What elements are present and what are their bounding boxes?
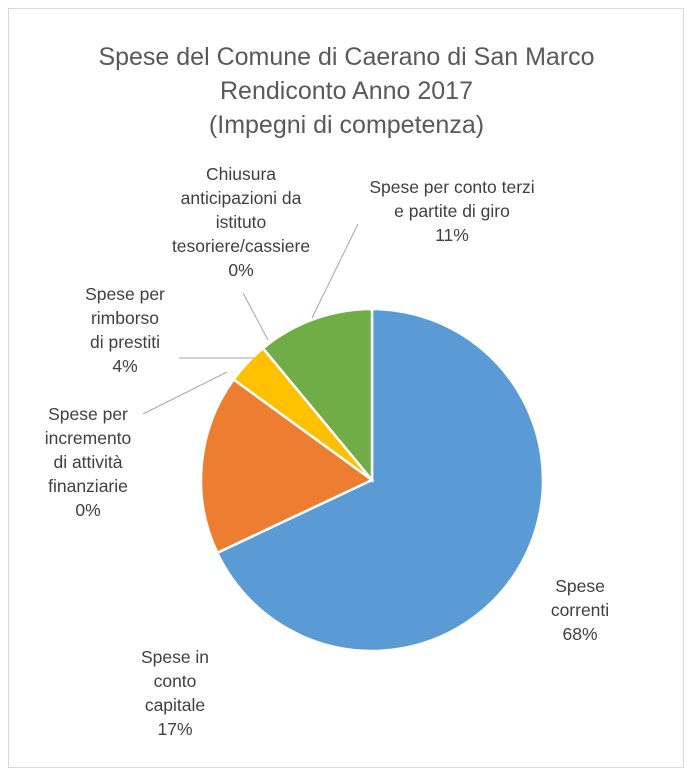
slice-label-1: Spese in conto capitale 17% xyxy=(141,647,209,739)
pie-slice-5 xyxy=(261,307,374,484)
chart-title-line-1: Spese del Comune di Caerano di San Marco xyxy=(98,43,595,71)
slice-label-line: tesoriere/cassiere xyxy=(172,236,310,256)
slice-label-line: conto xyxy=(154,671,197,691)
slice-label-line: Spese per xyxy=(48,404,128,424)
slice-label-4: Chiusura anticipazioni da istituto tesorier… xyxy=(172,164,310,280)
slice-label-2: Spese per incremento di attività finanziari… xyxy=(45,404,132,520)
slice-label-0: Spese correnti 68% xyxy=(551,576,609,644)
slice-label-line: 0% xyxy=(75,500,100,520)
slice-label-line: Spese per xyxy=(85,284,165,304)
slice-label-line: 4% xyxy=(112,356,137,376)
slice-label-line: capitale xyxy=(145,695,205,715)
slice-label-line: anticipazioni da xyxy=(181,188,302,208)
slice-label-line: 0% xyxy=(228,260,253,280)
slice-label-line: Spese in xyxy=(141,647,209,667)
chart-title-line-2: Rendiconto Anno 2017 xyxy=(220,77,473,105)
leader-line-5 xyxy=(311,223,359,319)
slice-label-line: istituto xyxy=(216,212,267,232)
slice-label-5: Spese per conto terzi e partite di giro 11… xyxy=(369,177,534,245)
chart-title-line-3: (Impegni di competenza) xyxy=(208,111,485,139)
leader-line-2 xyxy=(142,371,228,415)
slice-label-3: Spese per rimborso di prestiti 4% xyxy=(85,284,165,376)
slice-label-line: di prestiti xyxy=(90,332,160,352)
slice-label-line: rimborso xyxy=(91,308,159,328)
slice-label-line: Spese xyxy=(555,576,605,596)
slice-label-line: 68% xyxy=(562,624,597,644)
slice-label-line: 11% xyxy=(435,225,469,245)
pie-slice-1 xyxy=(199,377,375,555)
slice-label-line: finanziarie xyxy=(48,476,128,496)
slice-label-line: di attività xyxy=(53,452,122,472)
slice-label-line: Chiusura xyxy=(206,164,276,184)
chart-title: Spese del Comune di Caerano di San Marco… xyxy=(0,40,693,142)
slice-label-line: Spese per conto terzi xyxy=(369,177,534,197)
pie-slice-0 xyxy=(215,307,545,653)
slice-label-line: 17% xyxy=(157,719,192,739)
slice-label-line: correnti xyxy=(551,600,609,620)
slice-label-line: e partite di giro xyxy=(394,201,510,221)
slice-label-line: incremento xyxy=(45,428,132,448)
leader-line-4 xyxy=(242,292,269,341)
